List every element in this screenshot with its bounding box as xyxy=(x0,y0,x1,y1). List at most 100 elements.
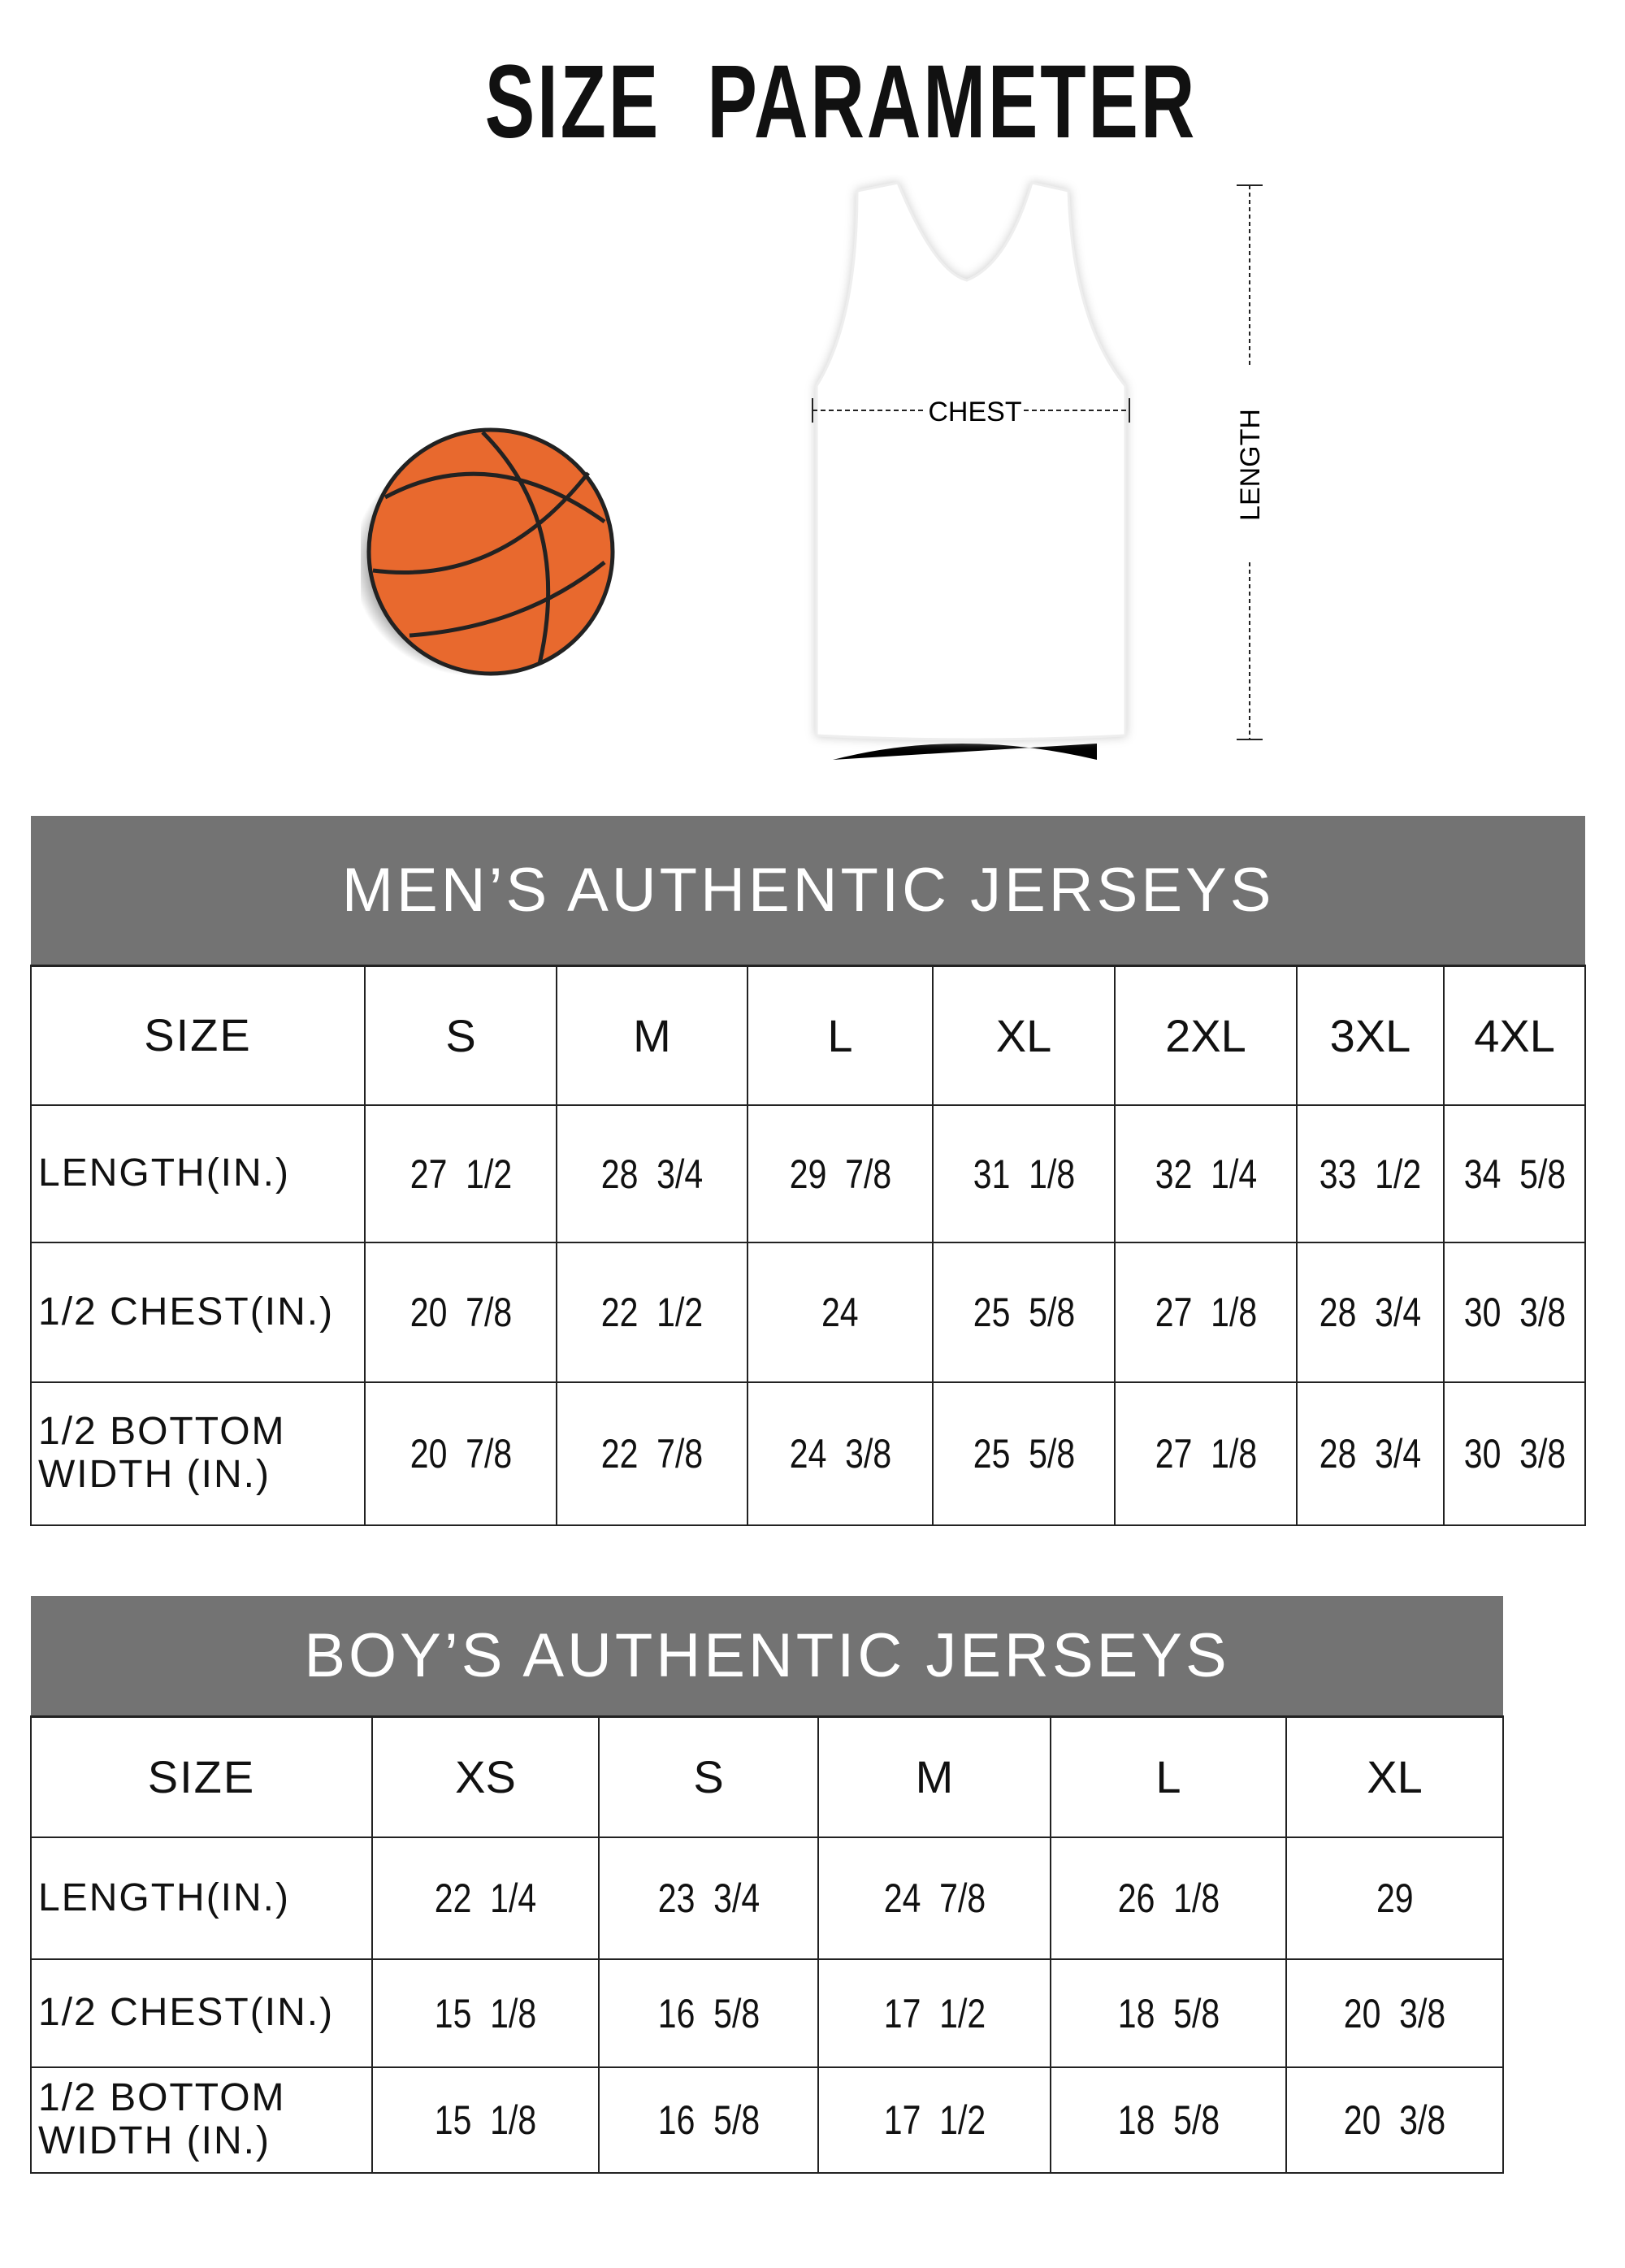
measurement-value: 25 5/8 xyxy=(973,1431,1075,1477)
measurement-cell: 20 7/8 xyxy=(364,1242,557,1383)
size-column-header: S xyxy=(598,1715,819,1838)
measurement-cell: 17 1/2 xyxy=(817,2066,1051,2174)
measurement-value: 17 1/2 xyxy=(883,2097,986,2143)
measurement-value: 29 7/8 xyxy=(789,1151,891,1197)
table-row: LENGTH(IN.) 22 1/4 23 3/4 24 7/8 26 1/8 29 xyxy=(30,1837,1504,1960)
measurement-cell: 24 7/8 xyxy=(817,1837,1051,1960)
row-label: 1/2 BOTTOM WIDTH (IN.) xyxy=(30,1381,366,1526)
measurement-cell: 27 1/8 xyxy=(1114,1381,1298,1526)
measurement-value: 26 1/8 xyxy=(1117,1876,1220,1921)
measurement-value: 16 5/8 xyxy=(657,2097,760,2143)
row-label: 1/2 CHEST(IN.) xyxy=(30,1242,366,1383)
measurement-cell: 20 3/8 xyxy=(1285,1958,1504,2068)
measurement-cell: 28 3/4 xyxy=(556,1104,748,1243)
mens-size-table: MEN’S AUTHENTIC JERSEYS SIZE S M L XL 2XL 3XL 4… xyxy=(30,816,1587,1526)
table-row: 1/2 BOTTOM WIDTH (IN.) 20 7/8 22 7/8 24 3/8… xyxy=(30,1381,1587,1526)
size-column-header: 3XL xyxy=(1296,965,1445,1106)
measurement-value: 24 xyxy=(821,1290,859,1335)
row-label: LENGTH(IN.) xyxy=(30,1837,373,1960)
measurement-cell: 17 1/2 xyxy=(817,1958,1051,2068)
size-column-header: M xyxy=(556,965,748,1106)
boys-table-title: BOY’S AUTHENTIC JERSEYS xyxy=(31,1596,1503,1718)
measurement-cell: 34 5/8 xyxy=(1442,1104,1587,1243)
measurement-value: 23 3/4 xyxy=(657,1876,760,1921)
measurement-value: 22 7/8 xyxy=(600,1431,704,1477)
measurement-value: 27 1/8 xyxy=(1155,1431,1257,1477)
measurement-cell: 22 7/8 xyxy=(556,1381,748,1526)
measurement-cell: 27 1/8 xyxy=(1114,1242,1298,1383)
measurement-cell: 23 3/4 xyxy=(598,1837,819,1960)
measurement-value: 22 1/4 xyxy=(434,1876,537,1921)
measurement-value: 27 1/8 xyxy=(1155,1290,1257,1335)
mens-table-title: MEN’S AUTHENTIC JERSEYS xyxy=(31,816,1586,967)
title-word-size: SIZE xyxy=(484,44,661,160)
measurement-cell: 22 1/4 xyxy=(371,1837,600,1960)
measurement-value: 22 1/2 xyxy=(600,1290,704,1335)
measurement-cell: 31 1/8 xyxy=(932,1104,1116,1243)
measurement-value: 28 3/4 xyxy=(1319,1290,1422,1335)
measurement-value: 16 5/8 xyxy=(657,1990,760,2036)
measurement-value: 15 1/8 xyxy=(434,2097,537,2143)
row-label: LENGTH(IN.) xyxy=(30,1104,366,1243)
table-row: 1/2 BOTTOM WIDTH (IN.) 15 1/8 16 5/8 17 1/2… xyxy=(30,2066,1504,2174)
measurement-value: 34 5/8 xyxy=(1463,1151,1566,1197)
size-column-header: 4XL xyxy=(1442,965,1587,1106)
size-header: SIZE xyxy=(30,965,366,1106)
measurement-cell: 28 3/4 xyxy=(1296,1242,1445,1383)
measurement-value: 27 1/2 xyxy=(410,1151,512,1197)
measurement-cell: 18 5/8 xyxy=(1050,1958,1287,2068)
measurement-value: 15 1/8 xyxy=(434,1990,537,2036)
measurement-cell: 25 5/8 xyxy=(932,1381,1116,1526)
measurement-value: 24 7/8 xyxy=(883,1876,986,1921)
measurement-value: 18 5/8 xyxy=(1117,1990,1220,2036)
page-title: SIZE PARAMETER xyxy=(236,42,1446,162)
measurement-cell: 20 7/8 xyxy=(364,1381,557,1526)
row-label: 1/2 CHEST(IN.) xyxy=(30,1958,373,2068)
measurement-value: 24 3/8 xyxy=(789,1431,891,1477)
measurement-cell: 16 5/8 xyxy=(598,2066,819,2174)
measurement-cell: 20 3/8 xyxy=(1285,2066,1504,2174)
size-column-header: L xyxy=(747,965,934,1106)
measurement-cell: 26 1/8 xyxy=(1050,1837,1287,1960)
table-row: 1/2 CHEST(IN.) 20 7/8 22 1/2 24 25 5/8 27 1/8… xyxy=(30,1242,1587,1383)
row-label: 1/2 BOTTOM WIDTH (IN.) xyxy=(30,2066,373,2174)
measurement-value: 20 7/8 xyxy=(410,1290,512,1335)
measurement-value: 30 3/8 xyxy=(1463,1290,1566,1335)
size-column-header: M xyxy=(817,1715,1051,1838)
measurement-cell: 33 1/2 xyxy=(1296,1104,1445,1243)
measurement-value: 28 3/4 xyxy=(600,1151,704,1197)
measurement-value: 30 3/8 xyxy=(1463,1431,1566,1477)
measurement-cell: 16 5/8 xyxy=(598,1958,819,2068)
measurement-cell: 29 xyxy=(1285,1837,1504,1960)
measurement-cell: 28 3/4 xyxy=(1296,1381,1445,1526)
title-word-parameter: PARAMETER xyxy=(707,44,1198,160)
measurement-cell: 24 xyxy=(747,1242,934,1383)
measurement-cell: 30 3/8 xyxy=(1442,1381,1587,1526)
measurement-value: 32 1/4 xyxy=(1155,1151,1257,1197)
basketball-icon xyxy=(361,427,615,676)
measurement-value: 28 3/4 xyxy=(1319,1431,1422,1477)
table-row: LENGTH(IN.) 27 1/2 28 3/4 29 7/8 31 1/8 32 1/… xyxy=(30,1104,1587,1243)
measurement-value: 20 3/8 xyxy=(1343,1990,1446,2036)
header-row: SIZE XS S M L XL xyxy=(30,1715,1504,1838)
size-column-header: XL xyxy=(932,965,1116,1106)
measurement-value: 25 5/8 xyxy=(973,1290,1075,1335)
jersey-diagram: CHEST xyxy=(812,181,1130,760)
size-header: SIZE xyxy=(30,1715,373,1838)
size-column-header: 2XL xyxy=(1114,965,1298,1106)
measurement-value: 20 3/8 xyxy=(1343,2097,1446,2143)
size-column-header: L xyxy=(1050,1715,1287,1838)
measurement-value: 29 xyxy=(1376,1876,1414,1921)
measurement-value: 20 7/8 xyxy=(410,1431,512,1477)
measurement-value: 31 1/8 xyxy=(973,1151,1075,1197)
length-label: LENGTH xyxy=(1235,409,1266,521)
table-row: 1/2 CHEST(IN.) 15 1/8 16 5/8 17 1/2 18 5/8 20… xyxy=(30,1958,1504,2068)
measurement-cell: 24 3/8 xyxy=(747,1381,934,1526)
measurement-cell: 22 1/2 xyxy=(556,1242,748,1383)
measurement-cell: 15 1/8 xyxy=(371,2066,600,2174)
measurement-cell: 27 1/2 xyxy=(364,1104,557,1243)
length-indicator: LENGTH xyxy=(1235,184,1266,740)
measurement-cell: 32 1/4 xyxy=(1114,1104,1298,1243)
boys-size-table: BOY’S AUTHENTIC JERSEYS SIZE XS S M L XL LENGT… xyxy=(30,1596,1504,2174)
